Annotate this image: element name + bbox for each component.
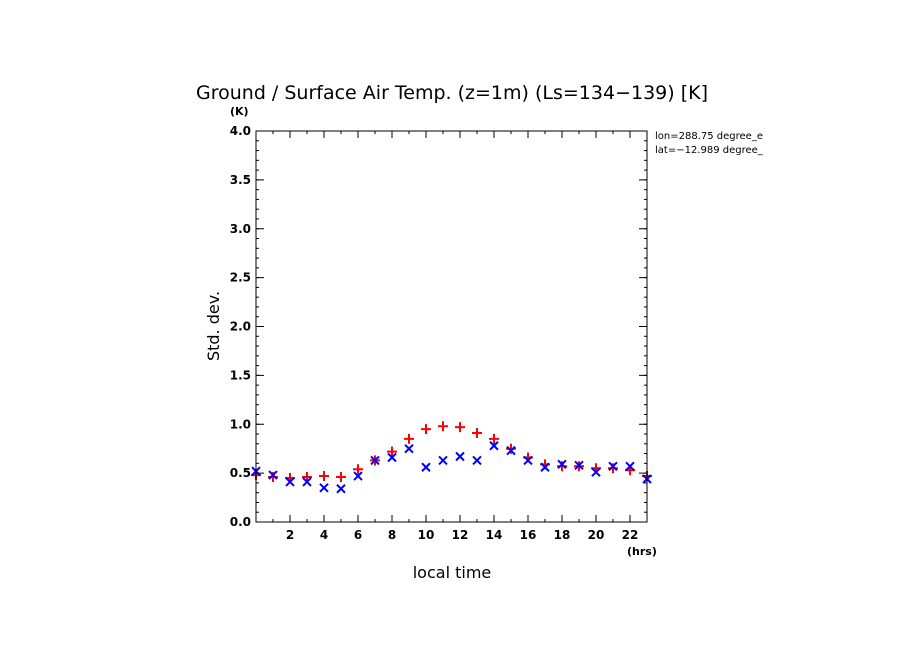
data-points <box>251 421 652 494</box>
x-marker-s1-19 <box>574 460 584 471</box>
x-marker-s1-22 <box>625 461 635 471</box>
x-marker-s1-16 <box>523 455 533 466</box>
plus-marker-s0-12 <box>455 422 465 433</box>
plus-marker-s0-6 <box>353 464 363 475</box>
x-marker-s1-5 <box>336 484 346 494</box>
plus-marker-s0-8 <box>387 446 397 457</box>
chart-title: Ground / Surface Air Temp. (z=1m) (Ls=13… <box>196 82 708 104</box>
x-marker-s1-3 <box>302 477 312 487</box>
x-marker-s1-2 <box>285 477 295 487</box>
plus-marker-s0-1 <box>268 472 278 483</box>
x-marker-s1-7 <box>370 455 380 466</box>
x-tick-label: 14 <box>486 528 503 542</box>
plus-marker-s0-10 <box>421 424 431 435</box>
y-tick-label: 2.0 <box>230 320 251 334</box>
annotation-lon: lon=288.75 degree_e <box>655 131 763 142</box>
x-marker-s1-21 <box>608 461 618 471</box>
plus-marker-s0-5 <box>336 472 346 483</box>
plus-marker-s0-14 <box>489 433 499 444</box>
x-tick-label: 16 <box>520 528 537 542</box>
x-tick-label: 2 <box>286 528 294 542</box>
x-axis-unit: (hrs) <box>627 545 657 558</box>
y-tick-label: 2.5 <box>230 271 251 285</box>
y-tick-label: 1.0 <box>230 417 251 431</box>
x-tick-label: 12 <box>452 528 469 542</box>
x-marker-s1-15 <box>506 445 516 456</box>
x-marker-s1-9 <box>404 443 414 454</box>
plus-marker-s0-15 <box>506 443 516 454</box>
tick-labels: 2 4 6 8 10 12 14 16 18 20 22 0.0 0.5 1.0 1.5 2.0 2.5 3.0 3… <box>230 124 639 542</box>
y-axis-unit: (K) <box>230 105 249 118</box>
x-tick-label: 20 <box>588 528 605 542</box>
x-marker-s1-13 <box>472 455 482 466</box>
plus-marker-s0-18 <box>557 461 567 472</box>
plus-marker-s0-21 <box>608 463 618 474</box>
y-axis-label: Std. dev. <box>204 291 223 361</box>
annotation-lat: lat=−12.989 degree_ <box>655 145 764 156</box>
plus-marker-s0-3 <box>302 472 312 483</box>
y-tick-label: 0.5 <box>230 466 251 480</box>
y-tick-label: 1.5 <box>230 368 251 382</box>
plus-marker-s0-11 <box>438 421 448 432</box>
x-marker-s1-6 <box>353 471 363 481</box>
y-tick-label: 3.5 <box>230 173 251 187</box>
plot-frame <box>255 130 648 523</box>
x-tick-label: 6 <box>354 528 362 542</box>
y-tick-label: 4.0 <box>230 124 251 138</box>
x-tick-label: 4 <box>320 528 328 542</box>
x-marker-s1-14 <box>489 441 499 451</box>
x-marker-s1-18 <box>557 459 567 470</box>
x-marker-s1-10 <box>421 462 431 472</box>
x-marker-s1-8 <box>387 452 397 463</box>
x-marker-s1-11 <box>438 455 448 466</box>
x-tick-label: 10 <box>418 528 435 542</box>
plus-marker-s0-4 <box>319 471 329 482</box>
x-marker-s1-17 <box>540 462 550 472</box>
plus-marker-s0-9 <box>404 433 414 444</box>
plus-marker-s0-13 <box>472 428 482 439</box>
x-marker-s1-1 <box>268 470 278 480</box>
x-tick-label: 18 <box>554 528 571 542</box>
x-tick-label: 8 <box>388 528 396 542</box>
x-marker-s1-20 <box>591 467 601 477</box>
y-tick-label: 3.0 <box>230 222 251 236</box>
x-tick-label: 22 <box>622 528 639 542</box>
y-tick-label: 0.0 <box>230 515 251 529</box>
x-marker-s1-4 <box>319 483 329 493</box>
x-marker-s1-12 <box>455 451 465 462</box>
x-axis-label: local time <box>413 563 492 582</box>
axis-ticks <box>255 130 648 523</box>
